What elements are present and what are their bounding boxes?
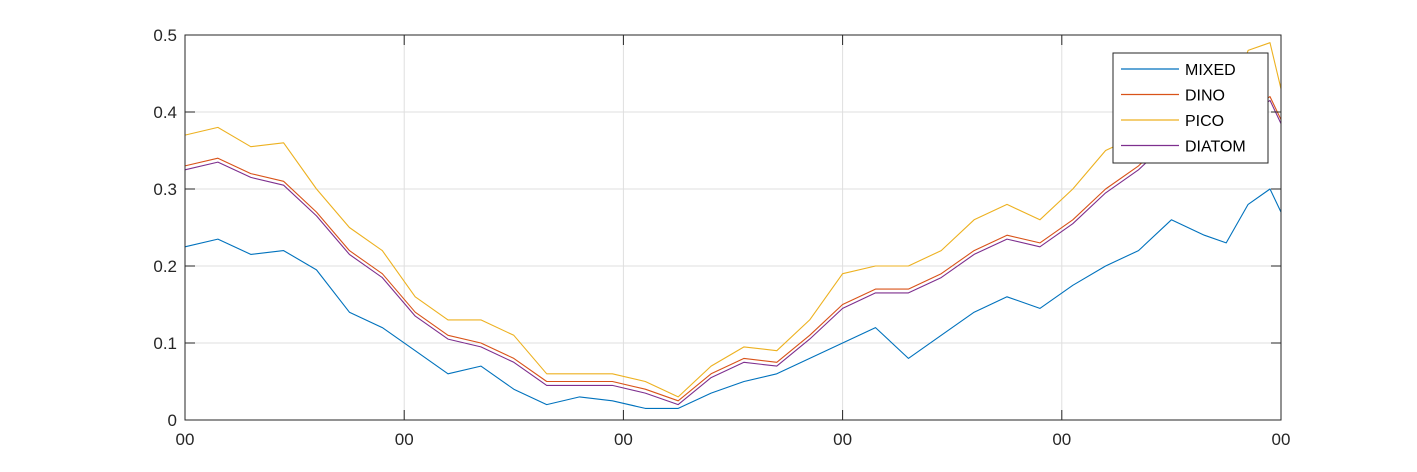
x-tick-label: 00 [395,430,414,449]
series-line-mixed [184,188,1282,409]
x-tick-label: 00 [1272,430,1291,449]
legend-label: DINO [1185,88,1225,105]
x-tick-label: 00 [614,430,633,449]
legend-box [1112,52,1269,164]
legend-label: PICO [1185,113,1224,130]
plot-frame [184,34,1282,421]
series-line-diatom [184,99,1282,406]
y-tick-label: 0.5 [153,26,177,45]
y-tick-label: 0.3 [153,180,177,199]
x-tick-label: 00 [1052,430,1071,449]
y-tick-label: 0 [168,411,177,430]
legend-label: MIXED [1185,62,1236,79]
y-tick-label: 0.2 [153,257,177,276]
x-tick-label: 00 [833,430,852,449]
y-tick-label: 0.1 [153,334,177,353]
legend-label: DIATOM [1185,139,1246,156]
legend: MIXED DINO PICO DIATOM [1112,52,1269,164]
y-tick-label: 0.4 [153,103,177,122]
plot-area [185,35,1281,420]
x-tick-label: 00 [176,430,195,449]
